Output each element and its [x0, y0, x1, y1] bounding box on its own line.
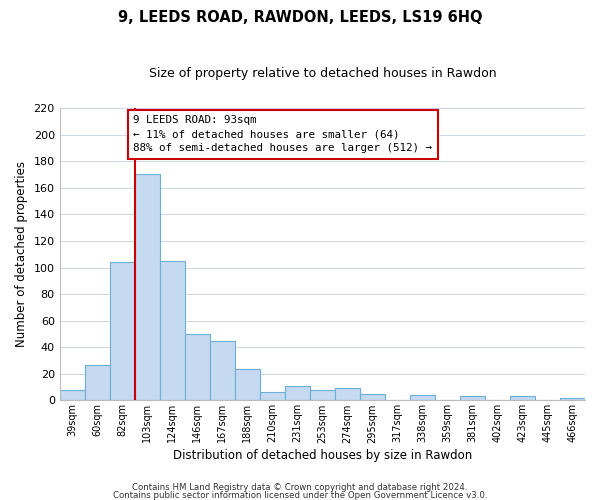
Bar: [185, 334, 210, 400]
Bar: [310, 390, 335, 400]
Bar: [110, 262, 135, 400]
Bar: [210, 340, 235, 400]
Bar: [335, 388, 360, 400]
Bar: [260, 392, 285, 400]
Text: 9 LEEDS ROAD: 93sqm
← 11% of detached houses are smaller (64)
88% of semi-detach: 9 LEEDS ROAD: 93sqm ← 11% of detached ho…: [133, 116, 432, 154]
Bar: [160, 261, 185, 400]
Text: 9, LEEDS ROAD, RAWDON, LEEDS, LS19 6HQ: 9, LEEDS ROAD, RAWDON, LEEDS, LS19 6HQ: [118, 10, 482, 25]
Bar: [59, 390, 85, 400]
Bar: [560, 398, 585, 400]
Bar: [460, 396, 485, 400]
Bar: [285, 386, 310, 400]
X-axis label: Distribution of detached houses by size in Rawdon: Distribution of detached houses by size …: [173, 450, 472, 462]
Bar: [510, 396, 535, 400]
Bar: [235, 368, 260, 400]
Bar: [360, 394, 385, 400]
Title: Size of property relative to detached houses in Rawdon: Size of property relative to detached ho…: [149, 68, 496, 80]
Bar: [85, 364, 110, 400]
Bar: [410, 395, 435, 400]
Text: Contains HM Land Registry data © Crown copyright and database right 2024.: Contains HM Land Registry data © Crown c…: [132, 484, 468, 492]
Text: Contains public sector information licensed under the Open Government Licence v3: Contains public sector information licen…: [113, 490, 487, 500]
Y-axis label: Number of detached properties: Number of detached properties: [15, 161, 28, 347]
Bar: [135, 174, 160, 400]
